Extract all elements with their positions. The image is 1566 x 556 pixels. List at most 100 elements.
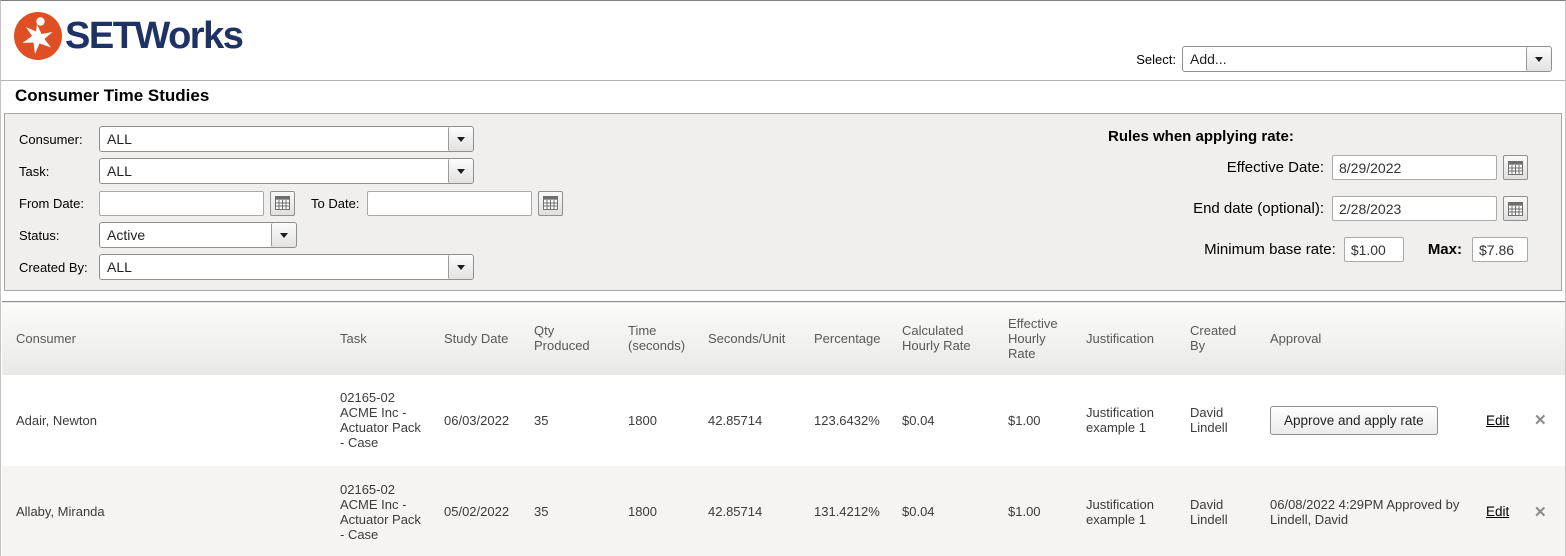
consumer-cell: Adair, Newton (16, 412, 97, 428)
setworks-logo: SETWorks (13, 11, 244, 61)
column-header-percentage: Percentage (814, 330, 881, 346)
column-header-task: Task (340, 330, 367, 346)
approval-status-text: 06/08/2022 4:29PM Approved by Lindell, D… (1270, 496, 1460, 527)
max-rate-label: Max: (1427, 241, 1462, 258)
top-header-bar: SETWorks Select: Add... (1, 1, 1565, 81)
task-cell: 02165-02 ACME Inc - Actuator Pack - Case (340, 481, 421, 542)
percentage-cell: 131.4212% (814, 504, 880, 519)
rules-title: Rules when applying rate: (1108, 128, 1294, 145)
time-seconds-cell: 1800 (628, 412, 657, 428)
max-rate-input[interactable] (1472, 237, 1528, 262)
column-header-justification: Justification (1086, 330, 1154, 346)
qty-produced-cell: 35 (534, 504, 549, 519)
status-filter-value: Active (107, 227, 146, 243)
filter-row-dates: From Date: To Date: (19, 190, 564, 216)
created-by-cell: David Lindell (1190, 405, 1228, 435)
seconds-unit-cell: 42.85714 (708, 412, 763, 428)
percentage-cell: 123.6432% (814, 412, 880, 428)
close-icon[interactable]: ✕ (1534, 412, 1547, 429)
seconds-unit-cell: 42.85714 (708, 504, 763, 519)
chevron-down-icon[interactable] (448, 159, 473, 183)
column-header-approval: Approval (1270, 330, 1322, 346)
column-header-effective-hourly-rate: Effective Hourly Rate (1008, 315, 1058, 361)
page-title: Consumer Time Studies (15, 86, 210, 105)
column-header-calculated-hourly-rate: Calculated Hourly Rate (902, 323, 971, 354)
filter-row-status: Status: Active (19, 222, 563, 248)
consumer-filter-select[interactable]: ALL (99, 126, 474, 152)
effective-date-label: Effective Date: (1226, 159, 1324, 176)
chevron-down-icon[interactable] (1526, 47, 1551, 71)
task-filter-select[interactable]: ALL (99, 158, 474, 184)
table-header-row: Consumer Task Study Date Qty Produced Ti… (2, 301, 1565, 375)
chevron-down-icon[interactable] (448, 255, 473, 279)
approval-cell: 06/08/2022 4:29PM Approved by Lindell, D… (1262, 466, 1478, 556)
created-by-cell: David Lindell (1190, 496, 1228, 527)
setworks-star-icon (14, 12, 62, 60)
status-filter-label: Status: (19, 227, 60, 243)
chevron-down-icon[interactable] (448, 127, 473, 151)
time-seconds-cell: 1800 (628, 504, 657, 519)
consumer-cell: Allaby, Miranda (16, 504, 105, 519)
task-filter-label: Task: (19, 163, 50, 179)
calculated-hourly-rate-cell: $0.04 (902, 504, 935, 519)
rules-section: Rules when applying rate: Effective Date… (1108, 128, 1528, 278)
table-row: Adair, Newton 02165-02 ACME Inc - Actuat… (2, 374, 1565, 466)
justification-cell: Justification example 1 (1086, 496, 1154, 527)
column-header-created-by: Created By (1190, 323, 1237, 354)
rate-limits-row: Minimum base rate: Max: (1108, 237, 1528, 262)
close-icon[interactable]: ✕ (1534, 503, 1547, 521)
filters-left: Consumer: ALL Task: ALL From Date: (19, 126, 564, 286)
action-select[interactable]: Add... (1182, 46, 1552, 72)
effective-date-input[interactable] (1332, 155, 1497, 180)
time-studies-table: Consumer Task Study Date Qty Produced Ti… (2, 301, 1565, 556)
end-date-input[interactable] (1332, 196, 1497, 221)
column-header-seconds-unit: Seconds/Unit (708, 330, 786, 346)
consumer-filter-value: ALL (107, 131, 132, 147)
task-filter-value: ALL (107, 163, 132, 179)
select-action-group: Select: Add... (1136, 46, 1552, 72)
created-by-filter-select[interactable]: ALL (99, 254, 474, 280)
status-filter-select[interactable]: Active (99, 222, 297, 248)
task-cell: 02165-02 ACME Inc - Actuator Pack - Case (340, 390, 421, 450)
calendar-icon[interactable] (1503, 155, 1528, 180)
consumer-filter-label: Consumer: (19, 131, 83, 147)
effective-hourly-rate-cell: $1.00 (1008, 412, 1041, 428)
action-select-value: Add... (1190, 51, 1227, 67)
column-header-delete (1526, 302, 1565, 375)
logo-text: SETWorks (65, 15, 244, 57)
column-header-study-date: Study Date (444, 330, 509, 346)
filter-panel: Consumer: ALL Task: ALL From Date: (4, 113, 1562, 291)
filter-row-task: Task: ALL (19, 158, 563, 184)
edit-link[interactable]: Edit (1486, 504, 1510, 519)
study-date-cell: 06/03/2022 (444, 412, 510, 428)
column-header-time-seconds: Time (seconds) (628, 323, 686, 354)
select-label: Select: (1136, 51, 1176, 67)
calculated-hourly-rate-cell: $0.04 (902, 412, 935, 428)
minimum-base-rate-label: Minimum base rate: (1204, 241, 1336, 258)
created-by-filter-value: ALL (107, 259, 132, 275)
approve-and-apply-rate-button[interactable]: Approve and apply rate (1270, 405, 1438, 435)
to-date-input[interactable] (367, 190, 533, 216)
column-header-consumer: Consumer (16, 330, 76, 346)
qty-produced-cell: 35 (534, 412, 549, 428)
filter-row-consumer: Consumer: ALL (19, 126, 563, 152)
calendar-icon[interactable] (270, 190, 295, 216)
column-header-edit (1478, 302, 1526, 375)
calendar-icon[interactable] (1503, 196, 1528, 221)
chevron-down-icon[interactable] (271, 223, 296, 247)
calendar-icon[interactable] (538, 190, 564, 216)
justification-cell: Justification example 1 (1086, 405, 1154, 435)
column-header-qty-produced: Qty Produced (534, 323, 590, 354)
from-date-label: From Date: (19, 195, 85, 211)
to-date-label: To Date: (311, 195, 360, 211)
edit-cell: Edit (1478, 375, 1526, 466)
table-row: Allaby, Miranda 02165-02 ACME Inc - Actu… (2, 465, 1565, 556)
approval-cell: Approve and apply rate (1262, 375, 1478, 466)
delete-cell: ✕ (1526, 466, 1565, 556)
study-date-cell: 05/02/2022 (444, 504, 510, 519)
edit-link[interactable]: Edit (1486, 412, 1510, 428)
minimum-base-rate-input[interactable] (1343, 237, 1404, 262)
edit-cell: Edit (1478, 466, 1526, 556)
from-date-input[interactable] (99, 190, 264, 216)
